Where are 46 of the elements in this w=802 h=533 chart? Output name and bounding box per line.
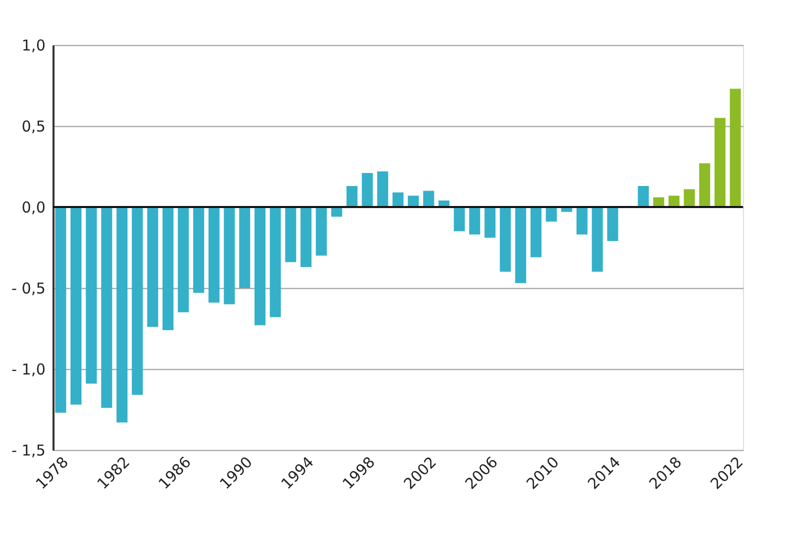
bar [254, 207, 266, 326]
bar [208, 207, 220, 303]
bar [714, 118, 726, 207]
bar [699, 163, 710, 207]
bar [377, 171, 388, 207]
y-tick-label: - 1,0 [11, 360, 46, 378]
bar [162, 207, 174, 330]
bar [86, 207, 97, 384]
y-tick-label: 0,0 [22, 198, 46, 216]
bar [484, 207, 496, 238]
bar [515, 207, 526, 284]
bar [730, 88, 741, 207]
bar [454, 207, 465, 232]
bar [500, 207, 511, 272]
bar [668, 196, 680, 207]
bar [116, 207, 128, 422]
bar [576, 207, 588, 235]
y-tick-label: 1,0 [22, 36, 46, 54]
bar [607, 207, 618, 242]
y-tick-label: 0,5 [22, 118, 46, 136]
bar [70, 207, 82, 405]
bar [469, 207, 480, 235]
bar [178, 207, 189, 312]
bar [285, 207, 296, 262]
bar [147, 207, 158, 327]
bar [423, 190, 434, 207]
y-tick-label: - 1,5 [11, 442, 46, 460]
bar [193, 207, 204, 293]
bar [346, 186, 358, 207]
bar [684, 189, 695, 207]
bar [530, 207, 542, 258]
bar [101, 207, 112, 408]
bar [638, 186, 649, 207]
bar [270, 207, 281, 318]
bar [300, 207, 312, 267]
bar [362, 172, 373, 207]
bar [224, 207, 235, 304]
bar [408, 196, 419, 207]
bar [592, 207, 603, 272]
bar [239, 207, 250, 288]
y-tick-label: - 0,5 [11, 280, 46, 298]
bar [55, 207, 66, 413]
bar [132, 207, 143, 395]
bar [316, 207, 327, 256]
bar [546, 207, 557, 222]
bar [392, 192, 404, 207]
